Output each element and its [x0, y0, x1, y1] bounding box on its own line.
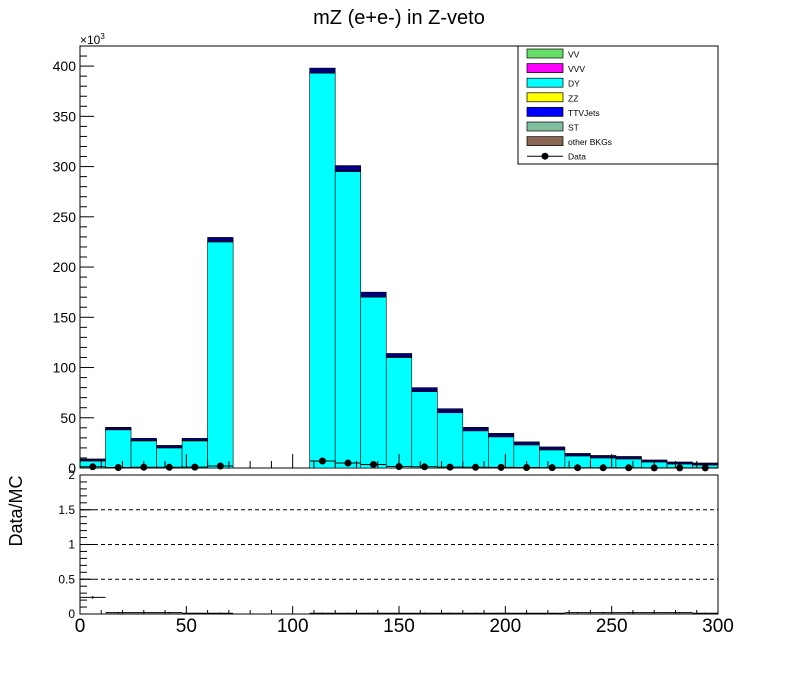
bar-other-bkgs-18: [539, 446, 566, 450]
x-tick-label: 50: [176, 616, 197, 637]
legend-swatch: [526, 77, 564, 88]
legend-label: other BKGs: [568, 137, 612, 147]
bar-other-bkgs-11: [360, 291, 387, 297]
bar-other-bkgs-5: [207, 237, 234, 242]
y-tick-label: 250: [53, 209, 77, 225]
y-tick-label: 350: [53, 108, 77, 124]
y-tick-label: 200: [53, 259, 77, 275]
data-point: [625, 464, 633, 472]
ratio-plot-area: 0 0.5 1 1.5 2 0 50 100 150 200 250 300 Data/MC: [6, 468, 734, 637]
bar-dy-10: [334, 171, 362, 469]
ratio-y-tick-label: 2: [68, 468, 75, 482]
legend-label: ZZ: [568, 93, 578, 103]
data-point: [369, 460, 377, 468]
x-axis-top-pad-ticks: [79, 454, 719, 468]
x-axis: 0 50 100 150 200 250 300: [75, 606, 734, 637]
legend-label: Data: [568, 152, 586, 162]
ratio-reference-lines: [80, 509, 718, 580]
ratio-y-tick-label: 0: [68, 607, 75, 621]
data-point: [318, 457, 326, 465]
bar-other-bkgs-23: [666, 461, 693, 464]
data-point: [676, 464, 684, 472]
ratio-y-tick-label: 0.5: [58, 572, 75, 586]
data-point: [548, 464, 556, 472]
data-point: [89, 463, 97, 471]
x-tick-label: 0: [75, 616, 86, 637]
x-tick-label: 200: [489, 616, 521, 637]
ratio-y-axis: 0 0.5 1 1.5 2: [58, 468, 94, 621]
bar-dy-14: [436, 412, 464, 469]
y-tick-label: 50: [60, 410, 76, 426]
data-point: [446, 463, 454, 471]
stacked-bars: [79, 67, 719, 469]
y-tick-label: 150: [53, 309, 77, 325]
bar-dy-9: [309, 72, 336, 469]
data-point: [114, 463, 122, 471]
bar-other-bkgs-10: [334, 165, 362, 171]
bar-dy-11: [360, 296, 387, 469]
bar-other-bkgs-4: [181, 438, 208, 441]
legend-swatch: [526, 136, 564, 146]
bar-other-bkgs-1: [105, 427, 132, 430]
data-point: [421, 463, 429, 471]
bar-dy-13: [411, 391, 438, 469]
legend-label: ST: [568, 123, 579, 133]
data-point: [574, 464, 582, 472]
data-point: [344, 459, 352, 467]
data-point: [472, 463, 480, 471]
data-point: [165, 463, 173, 471]
legend-swatch: [526, 121, 564, 132]
legend-swatch: [526, 48, 564, 59]
bar-other-bkgs-13: [411, 387, 438, 391]
legend-label: VVV: [568, 64, 585, 74]
legend-swatch: [526, 92, 564, 103]
legend-swatch: [526, 63, 564, 73]
x-tick-label: 250: [596, 616, 628, 637]
bar-other-bkgs-15: [462, 427, 489, 431]
ratio-y-tick-label: 1.5: [58, 503, 75, 517]
bar-dy-12: [385, 357, 413, 469]
y-axis-exponent-label: ×103: [80, 32, 105, 47]
x-tick-label: 100: [277, 616, 309, 637]
bar-dy-5: [207, 241, 234, 469]
bar-other-bkgs-16: [488, 433, 515, 437]
y-tick-label: 0: [68, 460, 76, 476]
ratio-y-tick-label: 1: [68, 538, 75, 552]
data-point: [599, 464, 607, 472]
bar-dy-1: [105, 429, 132, 469]
bar-other-bkgs-22: [641, 459, 668, 462]
x-tick-label: 300: [702, 616, 734, 637]
bar-other-bkgs-0: [79, 458, 106, 461]
y-tick-label: 400: [53, 58, 77, 74]
bar-other-bkgs-17: [513, 441, 540, 445]
y-tick-label: 300: [53, 159, 77, 175]
legend-label: TTVJets: [568, 108, 600, 118]
legend-label: VV: [568, 50, 580, 60]
chart-title: mZ (e+e-) in Z-veto: [313, 7, 485, 29]
legend-label: DY: [568, 79, 580, 89]
legend-swatch: [526, 107, 564, 117]
y-axis: 0 50 100 150 200 250 300 350 400: [53, 55, 94, 476]
data-point: [497, 463, 505, 471]
bar-other-bkgs-14: [436, 408, 464, 413]
bar-dy-16: [488, 436, 515, 469]
bar-other-bkgs-2: [130, 438, 157, 441]
data-point: [701, 464, 709, 472]
bar-other-bkgs-21: [615, 456, 642, 459]
legend-data-marker: [541, 152, 549, 160]
y-tick-label: 100: [53, 360, 77, 376]
bar-other-bkgs-9: [309, 67, 336, 73]
bar-other-bkgs-12: [385, 353, 413, 357]
bar-other-bkgs-19: [564, 453, 591, 456]
data-point: [191, 463, 199, 471]
x-tick-label: 150: [383, 616, 415, 637]
ratio-y-axis-label: Data/MC: [6, 475, 26, 546]
bar-other-bkgs-3: [156, 445, 183, 448]
data-point: [216, 462, 224, 470]
